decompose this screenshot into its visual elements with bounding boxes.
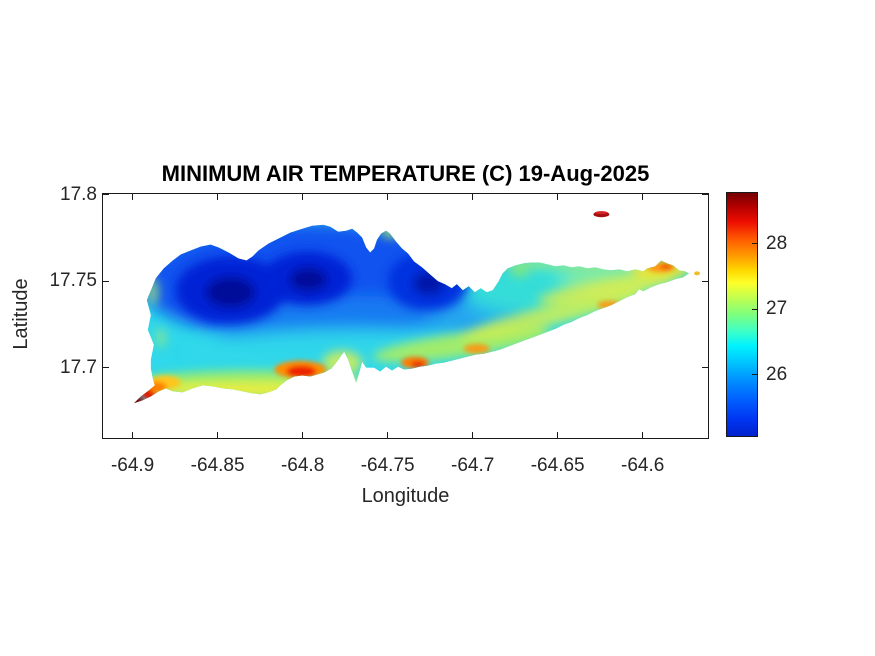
x-tick-mark [387,432,389,438]
colorbar-tick-mark [752,308,757,310]
x-tick-label: -64.6 [621,455,665,476]
y-tick-mark [103,280,109,282]
y-tick-label: 17.8 [60,183,97,205]
x-tick-label: -64.85 [190,455,245,476]
x-tick-mark-top [217,194,219,200]
east-islet [694,271,701,276]
x-tick-mark [302,432,304,438]
y-tick-mark-right [702,367,708,369]
y-tick-label: 17.75 [49,270,97,292]
x-tick-mark [472,432,474,438]
x-tick-mark [217,432,219,438]
x-tick-label: -64.7 [451,455,495,476]
y-tick-mark-right [702,280,708,282]
x-tick-mark-top [132,194,134,200]
x-tick-mark-top [472,194,474,200]
plot-area [102,193,709,439]
x-tick-mark-top [302,194,304,200]
chart-title: MINIMUM AIR TEMPERATURE (C) 19-Aug-2025 [161,161,650,186]
y-tick-mark [103,194,109,196]
x-tick-mark-top [642,194,644,200]
y-tick-label: 17.7 [60,356,97,378]
island-temperature-field [133,224,690,404]
x-tick-label: -64.8 [280,455,325,476]
colorbar-tick-mark [752,374,757,376]
x-tick-mark [642,432,644,438]
x-tick-mark-top [557,194,559,200]
x-tick-mark-top [387,194,389,200]
colorbar-tick-label: 27 [766,298,788,320]
y-tick-mark [103,367,109,369]
x-axis-label: Longitude [361,485,450,507]
x-tick-mark [557,432,559,438]
colorbar-tick-label: 26 [766,363,788,385]
y-axis-label: Latitude [10,278,32,350]
x-tick-mark [132,432,134,438]
colorbar [726,192,758,437]
buck-island [593,211,610,218]
y-tick-mark-right [702,194,708,196]
colorbar-tick-mark [752,243,757,245]
x-tick-label: -64.75 [360,455,415,476]
colorbar-tick-label: 28 [766,232,788,254]
x-tick-label: -64.65 [530,455,585,476]
x-tick-label: -64.9 [110,455,155,476]
temperature-map-svg [133,211,701,404]
